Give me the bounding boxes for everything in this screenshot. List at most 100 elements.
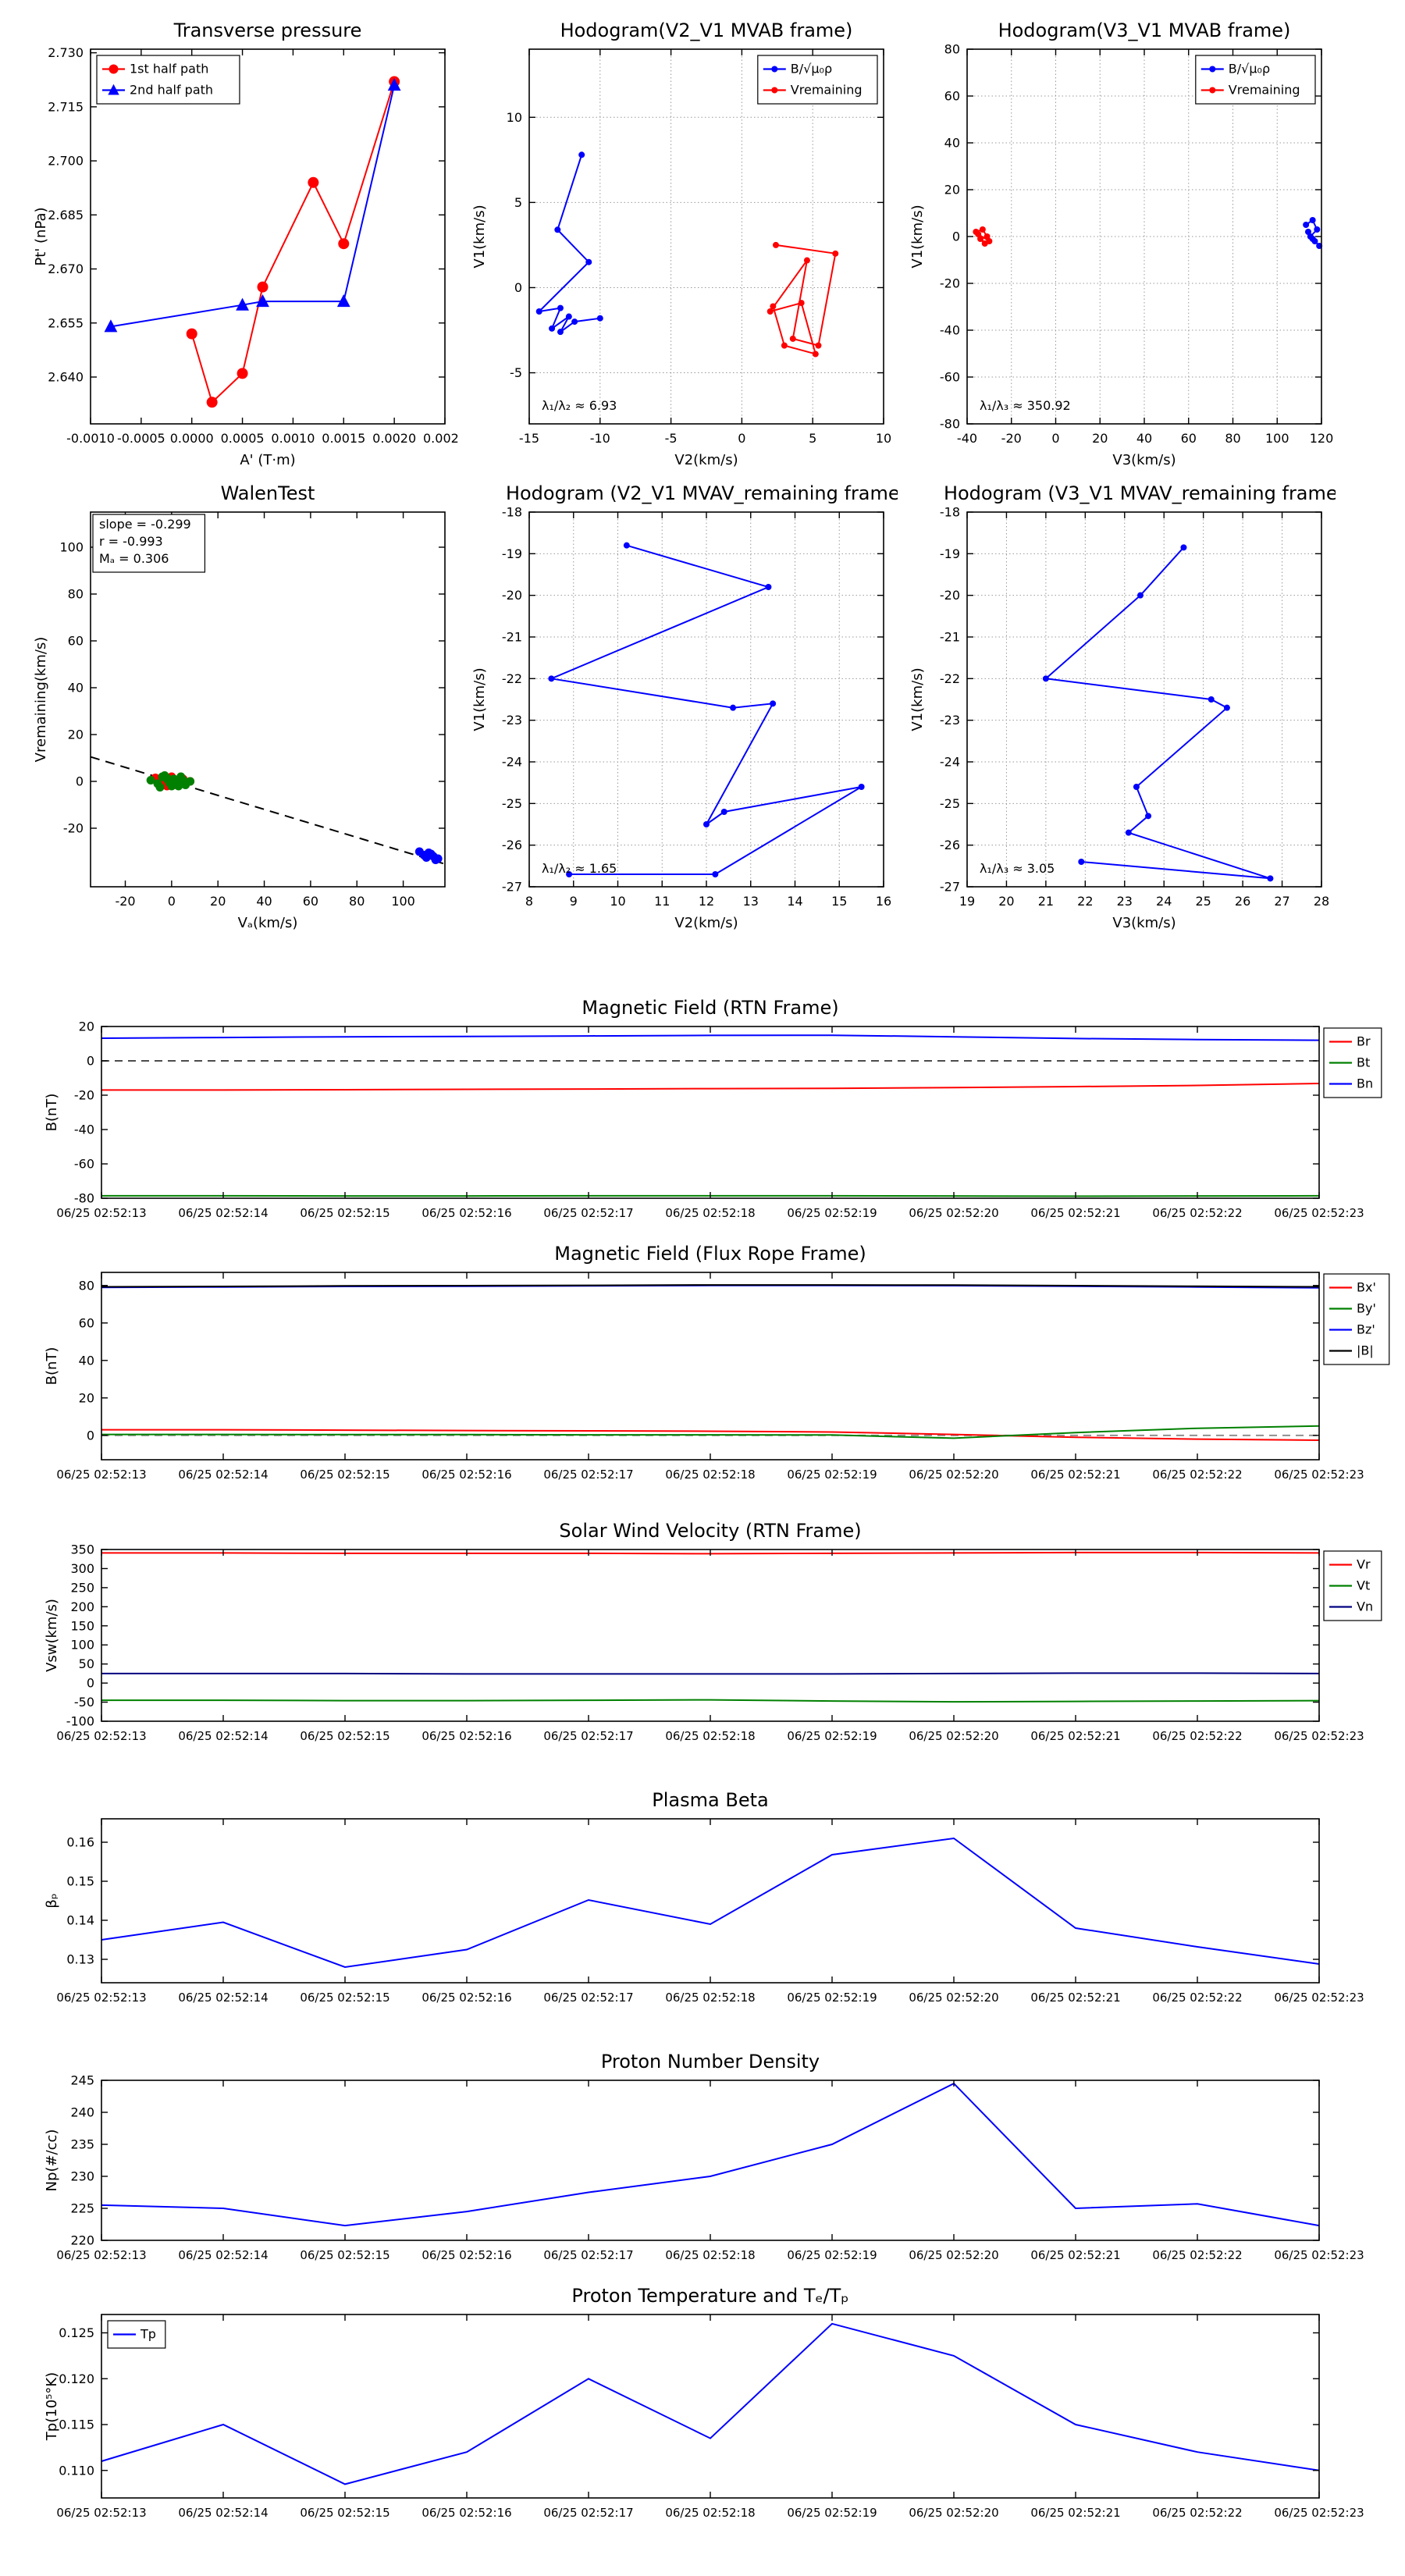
- svg-text:245: 245: [70, 2073, 94, 2088]
- svg-text:0: 0: [87, 1676, 94, 1691]
- svg-text:-0.0010: -0.0010: [66, 431, 115, 446]
- svg-text:14: 14: [787, 894, 802, 909]
- chart-canvas: -15 -10 -5 0 5 10 -5 0 5 10 Hodogram(V2_V1 MVAB fr…: [471, 20, 891, 468]
- chart-walen-test: -20 0 20 40 60 80 100 -20 0 20 40 60 80 100 WalenTest V…: [22, 476, 459, 937]
- svg-text:15: 15: [831, 894, 847, 909]
- svg-text:06/25 02:52:17: 06/25 02:52:17: [543, 1729, 633, 1743]
- svg-text:11: 11: [654, 894, 670, 909]
- svg-text:Vr: Vr: [1357, 1557, 1371, 1572]
- svg-text:0: 0: [952, 229, 960, 244]
- svg-text:λ₁/λ₃ ≈ 350.92: λ₁/λ₃ ≈ 350.92: [980, 398, 1071, 413]
- svg-text:Bt: Bt: [1357, 1055, 1370, 1070]
- svg-text:40: 40: [79, 1353, 94, 1368]
- svg-text:06/25 02:52:22: 06/25 02:52:22: [1152, 1991, 1242, 2005]
- svg-text:Vremaining: Vremaining: [791, 83, 863, 98]
- svg-text:20: 20: [998, 894, 1014, 909]
- svg-text:-20: -20: [115, 894, 135, 909]
- svg-text:0.115: 0.115: [59, 2418, 94, 2432]
- svg-text:0: 0: [738, 431, 745, 446]
- svg-text:Hodogram (V2_V1 MVAV_remaining: Hodogram (V2_V1 MVAV_remaining frame): [506, 482, 898, 504]
- svg-text:40: 40: [68, 681, 84, 696]
- svg-text:-15: -15: [519, 431, 539, 446]
- svg-text:5: 5: [809, 431, 816, 446]
- svg-text:80: 80: [79, 1278, 94, 1293]
- chart-canvas: 06/25 02:52:13 06/25 02:52:14 06/25 02:52:…: [44, 1789, 1364, 2005]
- svg-text:WalenTest: WalenTest: [221, 482, 315, 504]
- svg-text:06/25 02:52:21: 06/25 02:52:21: [1030, 1468, 1120, 1482]
- svg-text:06/25 02:52:18: 06/25 02:52:18: [665, 2248, 755, 2262]
- svg-text:20: 20: [79, 1019, 94, 1034]
- svg-text:06/25 02:52:23: 06/25 02:52:23: [1274, 2506, 1364, 2520]
- svg-text:λ₁/λ₃ ≈ 3.05: λ₁/λ₃ ≈ 3.05: [980, 861, 1055, 876]
- svg-text:28: 28: [1314, 894, 1329, 909]
- svg-text:-19: -19: [502, 546, 522, 561]
- svg-text:06/25 02:52:20: 06/25 02:52:20: [909, 2248, 998, 2262]
- svg-text:-5: -5: [510, 365, 522, 380]
- svg-text:06/25 02:52:19: 06/25 02:52:19: [787, 1729, 877, 1743]
- svg-text:V2(km/s): V2(km/s): [674, 915, 738, 931]
- svg-text:24: 24: [1156, 894, 1172, 909]
- svg-text:-18: -18: [940, 505, 960, 520]
- svg-text:-21: -21: [502, 630, 522, 645]
- svg-text:06/25 02:52:20: 06/25 02:52:20: [909, 1206, 998, 1220]
- svg-text:06/25 02:52:20: 06/25 02:52:20: [909, 2506, 998, 2520]
- svg-text:0: 0: [168, 894, 176, 909]
- svg-text:06/25 02:52:13: 06/25 02:52:13: [56, 1206, 146, 1220]
- svg-text:-20: -20: [1001, 431, 1022, 446]
- svg-text:06/25 02:52:19: 06/25 02:52:19: [787, 1206, 877, 1220]
- svg-text:B(nT): B(nT): [44, 1094, 60, 1132]
- svg-text:-80: -80: [940, 417, 960, 432]
- svg-text:2.730: 2.730: [48, 45, 84, 60]
- svg-text:06/25 02:52:14: 06/25 02:52:14: [178, 2248, 268, 2262]
- svg-text:0: 0: [87, 1054, 94, 1069]
- svg-text:100: 100: [59, 540, 84, 555]
- svg-text:0.0020: 0.0020: [372, 431, 416, 446]
- svg-text:06/25 02:52:19: 06/25 02:52:19: [787, 1468, 877, 1482]
- svg-text:2.670: 2.670: [48, 262, 84, 276]
- svg-text:06/25 02:52:17: 06/25 02:52:17: [543, 2248, 633, 2262]
- svg-text:V2(km/s): V2(km/s): [674, 452, 738, 468]
- svg-text:20: 20: [68, 728, 84, 742]
- chart-magnetic-field-rtn: 06/25 02:52:13 06/25 02:52:14 06/25 02:52:…: [27, 991, 1405, 1245]
- svg-text:10: 10: [610, 894, 625, 909]
- svg-text:2.700: 2.700: [48, 154, 84, 169]
- svg-text:06/25 02:52:15: 06/25 02:52:15: [300, 2248, 389, 2262]
- svg-text:60: 60: [68, 634, 84, 649]
- svg-text:100: 100: [1265, 431, 1289, 446]
- svg-text:50: 50: [79, 1656, 94, 1671]
- svg-text:0.0000: 0.0000: [170, 431, 214, 446]
- svg-text:-60: -60: [940, 370, 960, 385]
- svg-text:06/25 02:52:20: 06/25 02:52:20: [909, 1991, 998, 2005]
- svg-text:0.0015: 0.0015: [322, 431, 365, 446]
- svg-text:06/25 02:52:13: 06/25 02:52:13: [56, 2506, 146, 2520]
- svg-text:-40: -40: [957, 431, 977, 446]
- svg-text:-26: -26: [502, 838, 522, 852]
- svg-text:-24: -24: [502, 755, 522, 770]
- svg-text:0.14: 0.14: [66, 1913, 94, 1928]
- svg-text:06/25 02:52:18: 06/25 02:52:18: [665, 1991, 755, 2005]
- svg-text:10: 10: [507, 110, 522, 125]
- svg-text:06/25 02:52:13: 06/25 02:52:13: [56, 1729, 146, 1743]
- chart-canvas: 06/25 02:52:13 06/25 02:52:14 06/25 02:52:…: [44, 1520, 1382, 1743]
- svg-text:06/25 02:52:15: 06/25 02:52:15: [300, 2506, 389, 2520]
- svg-text:Tp: Tp: [140, 2327, 156, 2342]
- svg-text:-40: -40: [940, 323, 960, 338]
- chart-proton-temperature: 06/25 02:52:13 06/25 02:52:14 06/25 02:52:…: [27, 2279, 1405, 2545]
- svg-text:Tp(10⁵°K): Tp(10⁵°K): [44, 2372, 60, 2441]
- chart-canvas: 06/25 02:52:13 06/25 02:52:14 06/25 02:52:…: [44, 1243, 1390, 1482]
- svg-text:06/25 02:52:13: 06/25 02:52:13: [56, 2248, 146, 2262]
- svg-text:06/25 02:52:19: 06/25 02:52:19: [787, 2506, 877, 2520]
- svg-text:Proton Temperature and Tₑ/Tₚ: Proton Temperature and Tₑ/Tₚ: [571, 2285, 848, 2307]
- svg-text:Vsw(km/s): Vsw(km/s): [44, 1599, 60, 1672]
- svg-text:10: 10: [876, 431, 891, 446]
- svg-text:350: 350: [70, 1542, 94, 1557]
- svg-text:0.125: 0.125: [59, 2325, 94, 2340]
- svg-text:V3(km/s): V3(km/s): [1112, 452, 1176, 468]
- svg-text:20: 20: [79, 1390, 94, 1405]
- chart-canvas: -0.0010 -0.0005 0.0000 0.0005 0.0010 0.0015 0.…: [33, 20, 467, 468]
- svg-text:-40: -40: [74, 1123, 94, 1137]
- svg-text:240: 240: [70, 2105, 94, 2120]
- svg-text:06/25 02:52:16: 06/25 02:52:16: [422, 1206, 511, 1220]
- svg-text:B/√μ₀ρ: B/√μ₀ρ: [1229, 62, 1270, 76]
- svg-text:B/√μ₀ρ: B/√μ₀ρ: [791, 62, 832, 76]
